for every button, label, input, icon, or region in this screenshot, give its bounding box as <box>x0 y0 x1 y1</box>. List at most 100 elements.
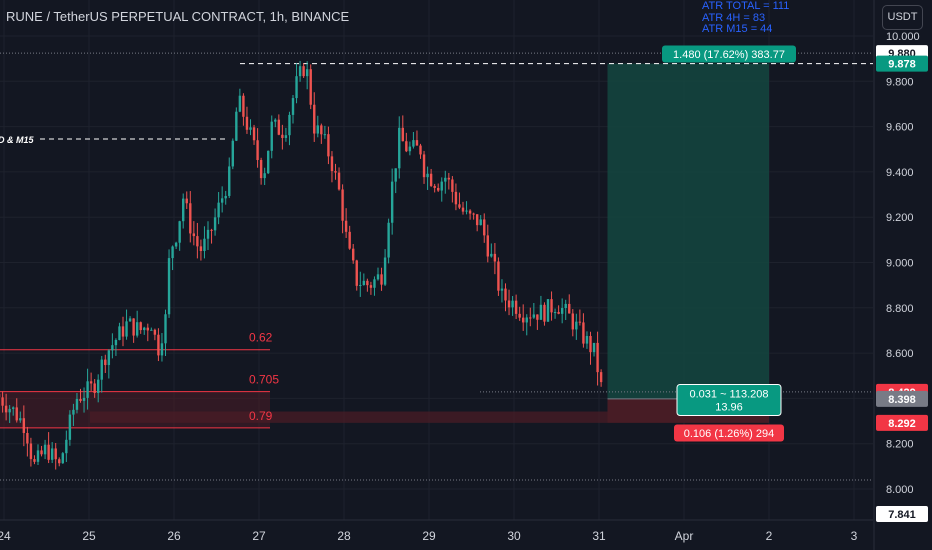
candle-body[interactable] <box>118 326 121 340</box>
candle-body[interactable] <box>50 448 54 460</box>
candle-body[interactable] <box>451 179 454 192</box>
candle-body[interactable] <box>58 459 61 464</box>
candle-body[interactable] <box>522 317 525 323</box>
candle-body[interactable] <box>401 127 404 142</box>
candle-body[interactable] <box>298 66 302 77</box>
candle-body[interactable] <box>270 121 273 151</box>
candle-body[interactable] <box>259 159 263 179</box>
candle-body[interactable] <box>100 359 103 380</box>
candle-body[interactable] <box>61 453 64 464</box>
candle-body[interactable] <box>525 317 528 323</box>
candle-body[interactable] <box>217 202 220 218</box>
candle-body[interactable] <box>1 397 4 406</box>
candle-body[interactable] <box>575 321 578 330</box>
candle-body[interactable] <box>387 222 390 258</box>
candle-body[interactable] <box>231 140 234 167</box>
candle-body[interactable] <box>479 219 482 226</box>
candle-body[interactable] <box>490 253 493 257</box>
candle-body[interactable] <box>242 95 245 117</box>
candle-body[interactable] <box>15 407 18 421</box>
currency-button[interactable]: USDT <box>882 5 923 30</box>
candle-body[interactable] <box>564 303 567 309</box>
candle-body[interactable] <box>366 280 369 286</box>
candle-body[interactable] <box>405 141 408 152</box>
candle-body[interactable] <box>546 299 550 322</box>
candle-body[interactable] <box>185 198 188 204</box>
candle-body[interactable] <box>228 166 231 196</box>
candle-body[interactable] <box>475 214 479 226</box>
candle-body[interactable] <box>128 318 132 322</box>
candle-body[interactable] <box>557 312 560 314</box>
candle-body[interactable] <box>415 140 419 146</box>
candle-body[interactable] <box>150 329 153 331</box>
candle-body[interactable] <box>47 444 50 460</box>
candle-body[interactable] <box>107 350 111 366</box>
candle-body[interactable] <box>422 154 426 178</box>
candle-body[interactable] <box>334 171 337 173</box>
candle-body[interactable] <box>518 313 521 318</box>
candle-body[interactable] <box>178 221 181 243</box>
target-info-label[interactable] <box>662 45 796 63</box>
candle-body[interactable] <box>291 98 295 115</box>
candle-body[interactable] <box>125 321 128 337</box>
candle-body[interactable] <box>398 127 401 169</box>
candle-body[interactable] <box>536 314 539 320</box>
candle-body[interactable] <box>437 187 440 191</box>
candle-body[interactable] <box>454 191 458 205</box>
candle-body[interactable] <box>79 398 82 401</box>
candle-body[interactable] <box>89 381 93 384</box>
candle-body[interactable] <box>408 146 412 152</box>
candle-body[interactable] <box>54 448 57 460</box>
candle-body[interactable] <box>373 279 376 288</box>
candle-body[interactable] <box>440 181 443 191</box>
candle-body[interactable] <box>220 198 224 203</box>
candle-body[interactable] <box>33 459 36 462</box>
candle-body[interactable] <box>447 177 451 180</box>
candle-body[interactable] <box>238 95 242 112</box>
candle-body[interactable] <box>497 261 500 291</box>
candle-body[interactable] <box>235 111 238 141</box>
candle-body[interactable] <box>596 342 599 373</box>
candle-body[interactable] <box>380 274 383 285</box>
candle-body[interactable] <box>507 300 511 308</box>
stop-info-label[interactable] <box>674 424 784 442</box>
candle-body[interactable] <box>568 303 571 314</box>
candle-body[interactable] <box>192 233 196 237</box>
candle-body[interactable] <box>267 150 270 174</box>
candle-body[interactable] <box>585 335 589 344</box>
candle-body[interactable] <box>341 189 344 221</box>
candle-body[interactable] <box>93 383 96 394</box>
candle-body[interactable] <box>249 127 252 130</box>
candle-body[interactable] <box>284 135 288 138</box>
candle-body[interactable] <box>352 248 355 261</box>
candle-body[interactable] <box>114 339 118 346</box>
candle-body[interactable] <box>104 359 107 366</box>
candle-body[interactable] <box>288 114 291 136</box>
candle-body[interactable] <box>171 246 174 259</box>
candle-body[interactable] <box>189 203 192 234</box>
candle-body[interactable] <box>167 258 171 315</box>
candle-body[interactable] <box>504 288 507 301</box>
candle-body[interactable] <box>550 299 553 313</box>
candle-body[interactable] <box>472 213 475 215</box>
candle-body[interactable] <box>532 314 536 318</box>
candle-body[interactable] <box>19 418 22 421</box>
candle-body[interactable] <box>383 257 387 285</box>
candle-body[interactable] <box>376 274 380 280</box>
candle-body[interactable] <box>337 172 341 190</box>
candle-body[interactable] <box>26 432 29 444</box>
candle-body[interactable] <box>426 173 429 178</box>
candle-body[interactable] <box>164 314 167 344</box>
candle-body[interactable] <box>210 229 213 231</box>
candle-body[interactable] <box>313 104 316 134</box>
candle-body[interactable] <box>394 168 397 182</box>
candle-body[interactable] <box>458 204 461 208</box>
candle-body[interactable] <box>327 134 330 157</box>
candle-body[interactable] <box>203 238 206 252</box>
candle-body[interactable] <box>511 300 514 308</box>
candle-body[interactable] <box>281 134 284 138</box>
candle-body[interactable] <box>302 66 305 77</box>
candle-body[interactable] <box>111 345 114 351</box>
candle-body[interactable] <box>465 210 468 212</box>
